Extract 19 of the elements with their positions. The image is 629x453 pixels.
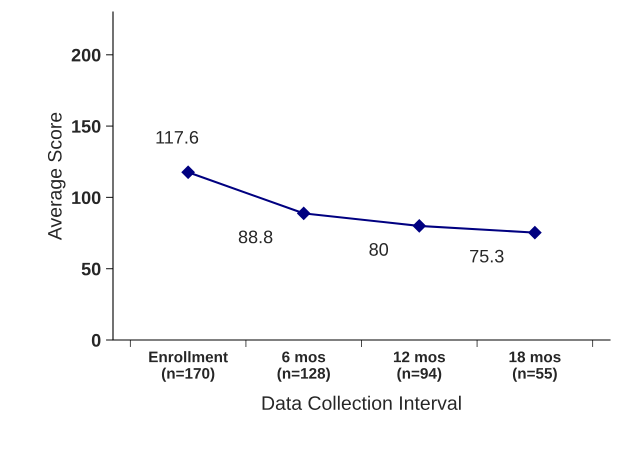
x-tick-label: 18 mos (n=55) [510, 352, 561, 382]
y-tick-label: 150 [72, 120, 100, 133]
x-tick-label: 6 mos (n=128) [278, 352, 330, 382]
y-tick-label: 100 [72, 191, 100, 204]
y-tick-label: 0 [92, 334, 100, 347]
point [528, 226, 542, 240]
data-label: 88.8 [238, 230, 272, 244]
data-label: 117.6 [156, 130, 198, 144]
data-label: 75.3 [470, 250, 504, 263]
y-tick-label: 50 [82, 262, 100, 276]
x-tick-label: Enrollment (n=170) [149, 351, 228, 382]
y-axis-title: Average Score [48, 112, 66, 240]
point [412, 219, 426, 232]
point [182, 166, 195, 179]
data-label: 80 [369, 243, 388, 256]
x-axis-title: Data Collection Interval [262, 396, 461, 410]
y-tick-label: 200 [72, 48, 100, 62]
point [297, 206, 310, 220]
x-tick-label: 12 mos (n=94) [394, 352, 445, 382]
